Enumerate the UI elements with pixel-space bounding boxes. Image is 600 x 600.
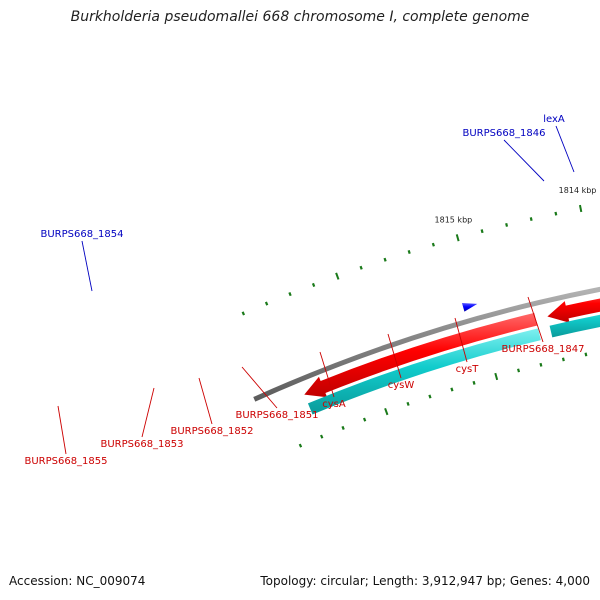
scale-tick-inner — [472, 380, 476, 385]
label-leader-b1852 — [198, 377, 213, 425]
scale-tick-inner — [561, 357, 565, 362]
label-leader-cysW — [387, 333, 402, 379]
map-title: Burkholderia pseudomallei 668 chromosome… — [70, 9, 530, 25]
label-b1852: BURPS668_1852 — [170, 426, 253, 437]
label-cysA: cysA — [322, 399, 346, 410]
label-leader-b1851 — [241, 366, 278, 409]
feature-labels: lexA BURPS668_1846 BURPS668_1854 BURPS668_1… — [24, 114, 584, 467]
scale-tick-outer — [335, 272, 340, 280]
scale-tick-inner — [320, 434, 324, 439]
scale-tick-outer — [264, 301, 269, 306]
scale-tick-outer — [431, 242, 435, 247]
feature-BURPS668_1854 — [461, 303, 478, 312]
scale-tick-label: 1814 kbp — [559, 186, 597, 195]
features-layer — [304, 298, 600, 415]
scale-tick-outer — [241, 311, 246, 316]
scale-tick-inner — [298, 443, 303, 448]
scale-tick-inner — [494, 372, 499, 381]
label-leader-cysT — [454, 317, 468, 363]
scale-tick-outer — [288, 292, 292, 297]
label-b1855: BURPS668_1855 — [24, 456, 107, 467]
label-b1851: BURPS668_1851 — [235, 410, 318, 421]
label-leader-b1846 — [503, 139, 545, 182]
label-cysW: cysW — [388, 380, 415, 391]
label-leader-b1853 — [141, 387, 155, 438]
scale-tick-outer — [480, 229, 484, 234]
scale-tick-outer — [455, 234, 460, 242]
scale-tick-inner — [539, 362, 543, 367]
scale-tick-outer — [529, 217, 533, 222]
label-b1846: BURPS668_1846 — [462, 128, 545, 139]
feature-BURPS668_1855-rna — [307, 328, 541, 415]
scale-tick-inner — [341, 425, 345, 430]
label-leader-b1847 — [527, 296, 544, 343]
label-b1853: BURPS668_1853 — [100, 439, 183, 450]
scale-ticks: 1808 kbp1809 kbp1810 kbp1811 kbp1812 kbp… — [241, 186, 597, 448]
label-leader-lexA — [555, 125, 575, 173]
label-leader-b1855 — [57, 405, 67, 455]
label-b1854: BURPS668_1854 — [40, 229, 123, 240]
scale-tick-outer — [505, 222, 509, 227]
scale-tick-inner — [450, 387, 454, 392]
feature-BURPS668_1855 — [304, 312, 538, 398]
scale-tick-inner — [406, 401, 410, 406]
label-lexA: lexA — [543, 114, 565, 125]
label-cysT: cysT — [456, 364, 480, 375]
accession-text: Accession: NC_009074 — [9, 574, 146, 588]
scale-tick-inner — [384, 407, 389, 416]
label-b1847: BURPS668_1847 — [501, 344, 584, 355]
scale-tick-inner — [362, 417, 367, 422]
scale-tick-outer — [359, 265, 363, 270]
scale-tick-outer — [578, 204, 583, 213]
backbone-arc — [253, 286, 600, 402]
label-leader-cysA — [319, 351, 335, 398]
genome-backbone — [253, 286, 600, 402]
feature-BURPS668_1853 — [547, 298, 600, 323]
scale-tick-outer — [407, 250, 411, 255]
scale-tick-outer — [311, 282, 316, 287]
label-leader-b1854 — [81, 240, 93, 292]
scale-tick-inner — [517, 368, 521, 373]
feature-BURPS668_1853-rna — [549, 314, 600, 338]
scale-tick-inner — [584, 352, 588, 357]
scale-tick-outer — [383, 257, 387, 262]
scale-tick-inner — [428, 394, 432, 399]
topology-text: Topology: circular; Length: 3,912,947 bp… — [260, 574, 590, 588]
scale-tick-label: 1815 kbp — [435, 215, 473, 224]
scale-tick-outer — [554, 211, 558, 216]
